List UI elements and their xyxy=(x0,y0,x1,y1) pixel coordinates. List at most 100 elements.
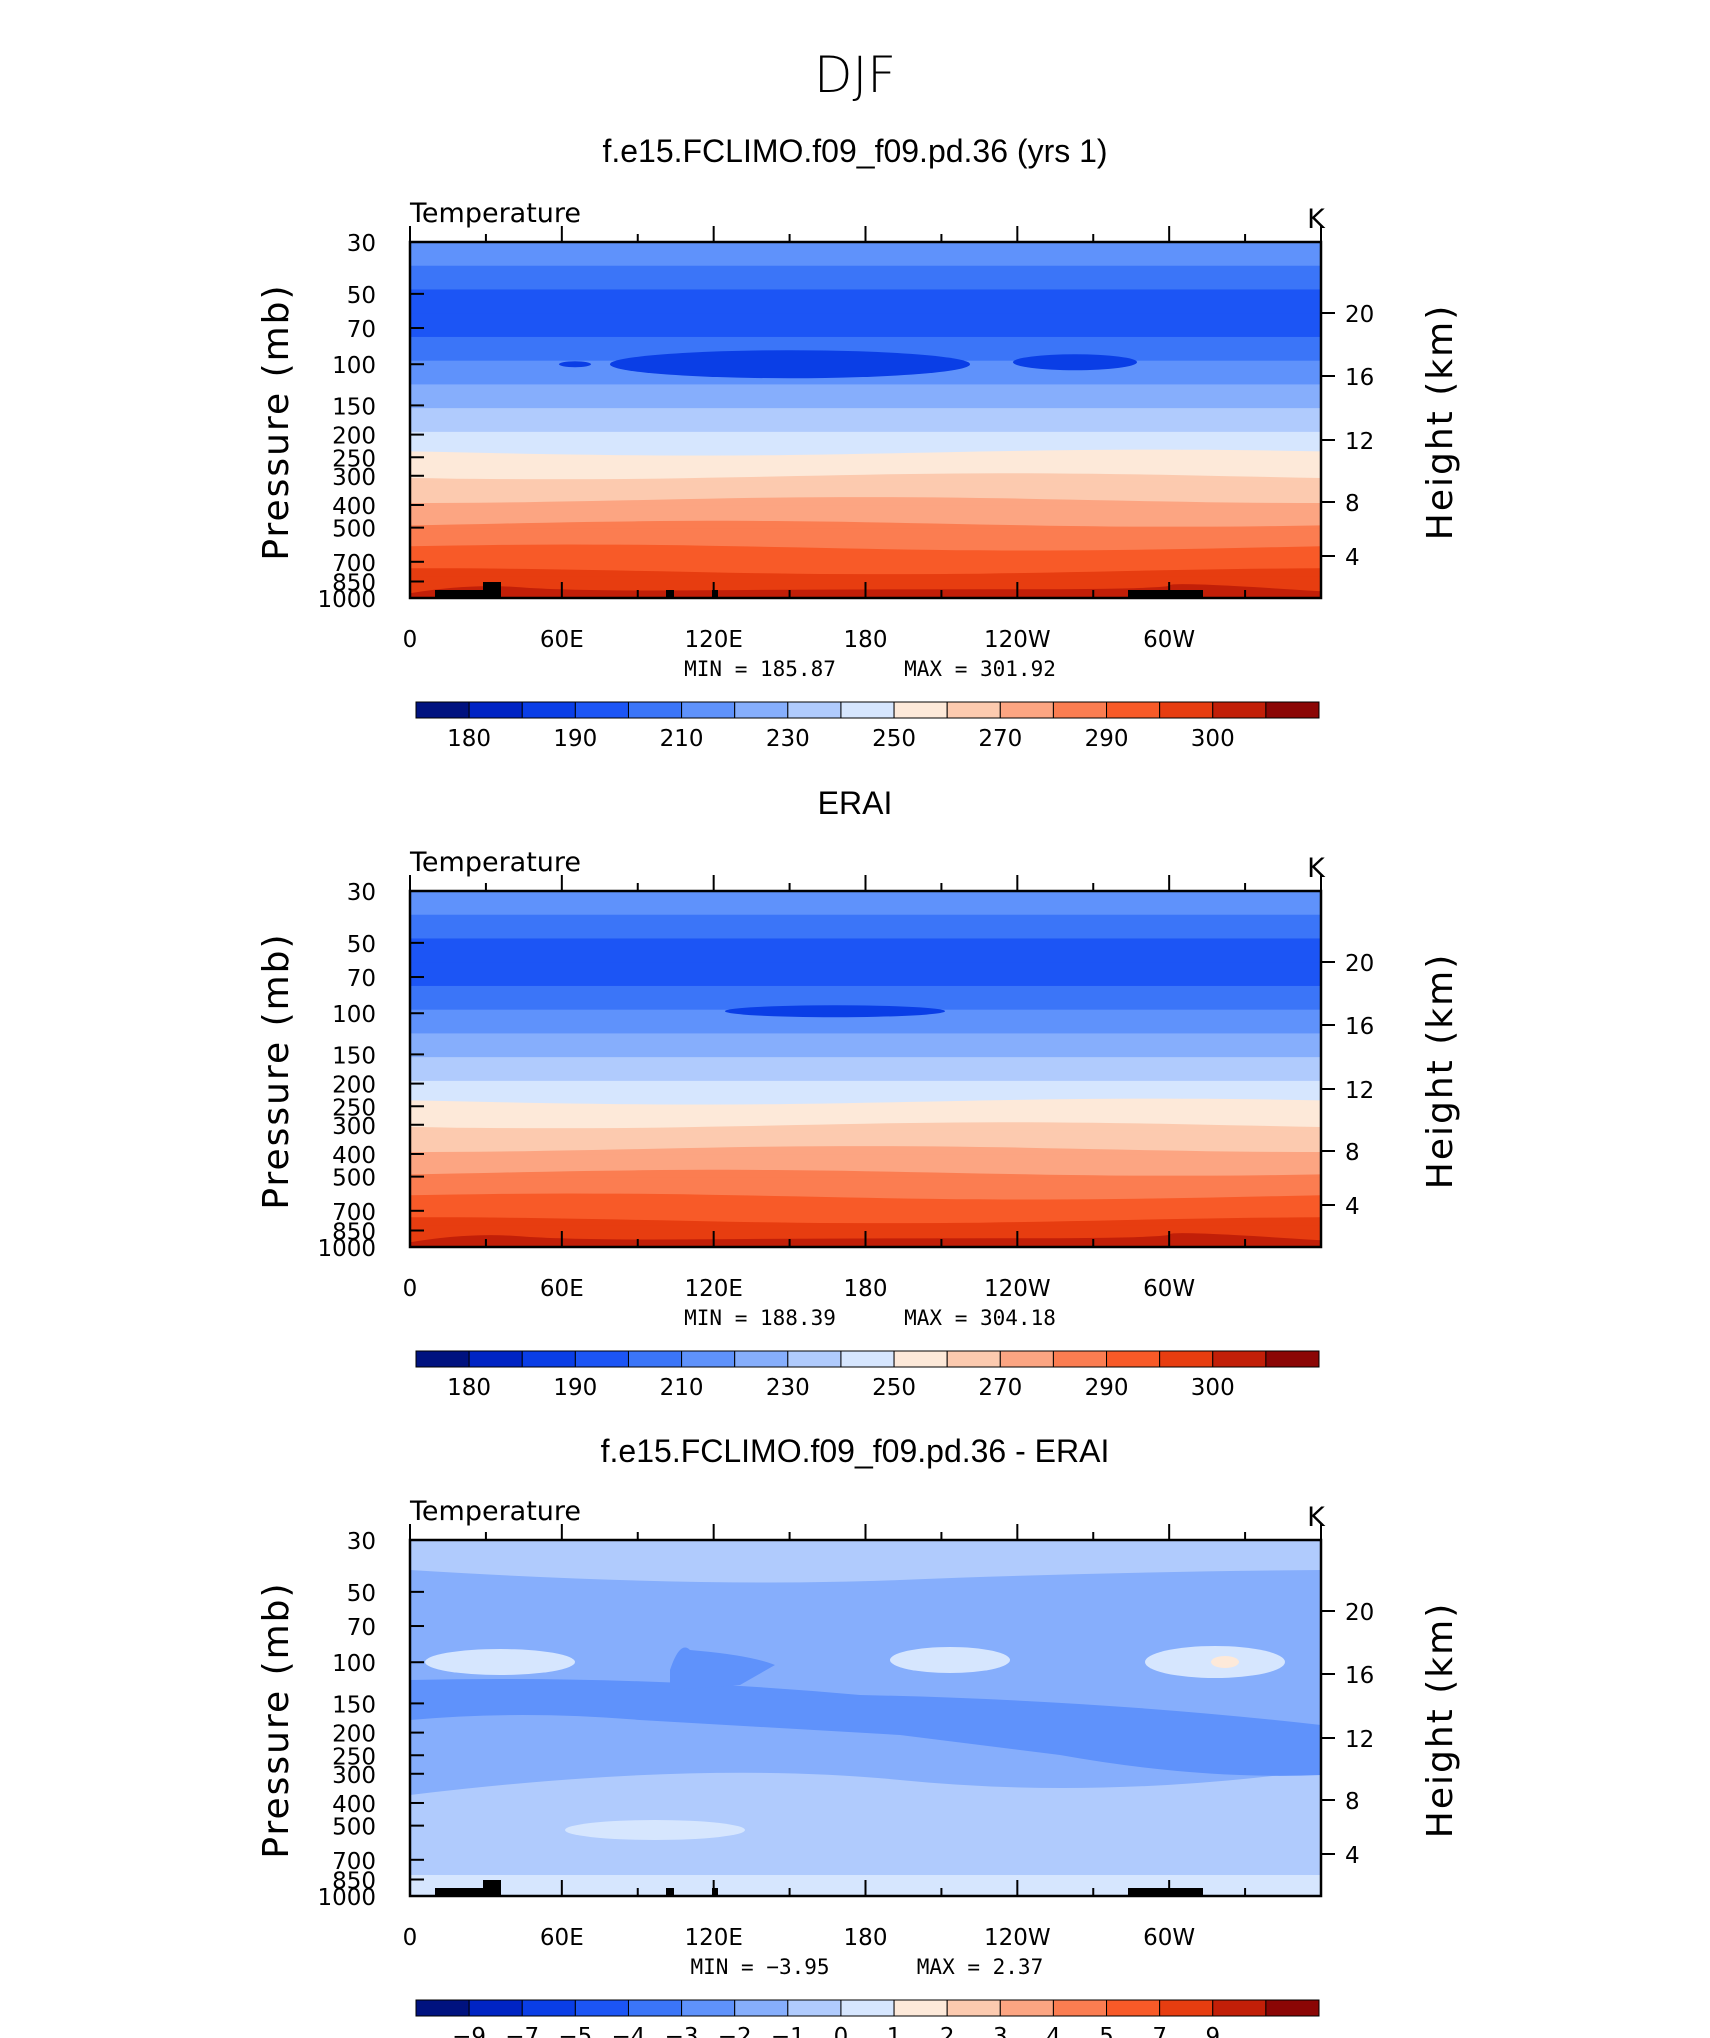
x-tick-label: 180 xyxy=(844,627,888,653)
y2-tick-label: 4 xyxy=(1345,545,1360,571)
y2-tick-label: 4 xyxy=(1345,1843,1360,1869)
min-label: MIN = 188.39 xyxy=(684,1306,836,1330)
y-tick-label: 70 xyxy=(347,1615,376,1641)
colorbar-label: 7 xyxy=(1152,2024,1167,2038)
colorbar-swatch xyxy=(521,1350,576,1368)
contour-band xyxy=(410,265,1321,291)
y2-tick-label: 20 xyxy=(1345,1600,1374,1626)
y-axis-title: Pressure (mb) xyxy=(256,1581,297,1858)
colorbar-swatch xyxy=(1265,701,1320,719)
contour-band xyxy=(410,1033,1321,1059)
y-tick-label: 1000 xyxy=(317,1236,376,1262)
y2-tick-label: 8 xyxy=(1345,491,1360,517)
contour-edge xyxy=(410,1193,1321,1202)
colorbar-swatch xyxy=(627,701,683,719)
colorbar-swatch xyxy=(787,1999,842,2017)
colorbar-swatch xyxy=(627,1350,683,1368)
contour-band xyxy=(410,938,1321,964)
y-tick-label: 100 xyxy=(332,1651,376,1677)
y-tick-label: 50 xyxy=(347,932,376,958)
min-label: MIN = 185.87 xyxy=(684,657,836,681)
x-tick-label: 0 xyxy=(403,1925,418,1951)
contour-band xyxy=(410,891,1321,916)
contour-region xyxy=(670,1647,775,1690)
colorbar-swatch xyxy=(734,701,789,719)
x-tick-label: 120W xyxy=(984,1276,1051,1302)
y-tick-label: 400 xyxy=(332,1792,376,1818)
colorbar-label: −2 xyxy=(718,2024,752,2038)
colorbar-label: 290 xyxy=(1085,726,1129,752)
y2-tick-label: 20 xyxy=(1345,302,1374,328)
colorbar-swatch xyxy=(681,1350,736,1368)
contour-edge xyxy=(410,544,1321,553)
x-tick-label: 120E xyxy=(684,1276,742,1302)
max-label: MAX = 2.37 xyxy=(917,1955,1043,1979)
colorbar-label: 230 xyxy=(766,726,810,752)
colorbar-swatch xyxy=(521,701,576,719)
x-tick-label: 60W xyxy=(1143,1276,1195,1302)
variable-label: Temperature xyxy=(409,198,581,229)
contour-edge xyxy=(410,449,1321,458)
y-tick-label: 30 xyxy=(347,880,376,906)
cold-core xyxy=(725,1005,945,1018)
contour-band xyxy=(410,408,1321,433)
panel-title: f.e15.FCLIMO.f09_f09.pd.36 - ERAI xyxy=(601,1433,1110,1469)
colorbar-swatch xyxy=(1052,1350,1108,1368)
topography xyxy=(666,590,674,598)
y2-tick-label: 20 xyxy=(1345,951,1374,977)
colorbar-label: 210 xyxy=(660,726,704,752)
y-tick-label: 30 xyxy=(347,1529,376,1555)
colorbar-label: −3 xyxy=(665,2024,699,2038)
x-tick-label: 120E xyxy=(684,627,742,653)
y-tick-label: 400 xyxy=(332,494,376,520)
colorbar-label: 270 xyxy=(978,1375,1022,1401)
contour-region xyxy=(890,1647,1010,1673)
y-tick-label: 1000 xyxy=(317,587,376,613)
contour-band xyxy=(410,962,1321,987)
y-tick-label: 1000 xyxy=(317,1885,376,1911)
y-tick-label: 850 xyxy=(332,571,376,597)
x-tick-label: 180 xyxy=(844,1276,888,1302)
x-tick-label: 120E xyxy=(684,1925,742,1951)
topography xyxy=(483,582,501,598)
colorbar: 180 190 210 230 250 270 290 300 xyxy=(415,1350,1320,1401)
colorbar: 180 190 210 230 250 270 290 300 xyxy=(415,701,1320,752)
y-tick-label: 500 xyxy=(332,517,376,543)
colorbar-swatch xyxy=(840,1999,895,2017)
colorbar: −9 −7 −5 −4 −3 −2 −1 0 1 2 3 4 5 7 9 xyxy=(415,1999,1320,2038)
y-tick-label: 700 xyxy=(332,551,376,577)
max-label: MAX = 304.18 xyxy=(904,1306,1056,1330)
x-tick-label: 60E xyxy=(540,1276,584,1302)
contour-edge xyxy=(410,1169,1321,1178)
colorbar-swatch xyxy=(468,1999,523,2017)
colorbar-swatch xyxy=(681,701,736,719)
colorbar-swatch xyxy=(1265,1350,1320,1368)
y-tick-label: 300 xyxy=(332,465,376,491)
colorbar-swatch xyxy=(734,1999,789,2017)
figure-title: DJF xyxy=(814,46,896,104)
colorbar-swatch xyxy=(1159,1350,1214,1368)
topography xyxy=(435,590,483,598)
colorbar-swatch xyxy=(1159,701,1214,719)
y-tick-label: 250 xyxy=(332,1744,376,1770)
colorbar-swatch xyxy=(627,1999,683,2017)
topography xyxy=(483,1880,501,1896)
colorbar-label: 290 xyxy=(1085,1375,1129,1401)
colorbar-label: −4 xyxy=(612,2024,646,2038)
y2-axis-title: Height (km) xyxy=(1420,953,1461,1189)
x-tick-label: 0 xyxy=(403,1276,418,1302)
panel-2: ERAI Temperature K 0 60E 120E 180 120W 60W 30 50 70… xyxy=(256,785,1461,1401)
colorbar-label: 190 xyxy=(553,726,597,752)
contour-band xyxy=(410,914,1321,940)
colorbar-label: 5 xyxy=(1099,2024,1114,2038)
colorbar-swatch xyxy=(521,1999,576,2017)
y-tick-label: 700 xyxy=(332,1849,376,1875)
colorbar-label: 250 xyxy=(872,726,916,752)
panel-title: f.e15.FCLIMO.f09_f09.pd.36 (yrs 1) xyxy=(602,133,1107,169)
y-tick-label: 500 xyxy=(332,1815,376,1841)
colorbar-swatch xyxy=(1052,1999,1108,2017)
colorbar-label: −5 xyxy=(558,2024,592,2038)
colorbar-label: 270 xyxy=(978,726,1022,752)
contour-field xyxy=(410,1540,1321,1896)
x-tick-label: 60W xyxy=(1143,1925,1195,1951)
